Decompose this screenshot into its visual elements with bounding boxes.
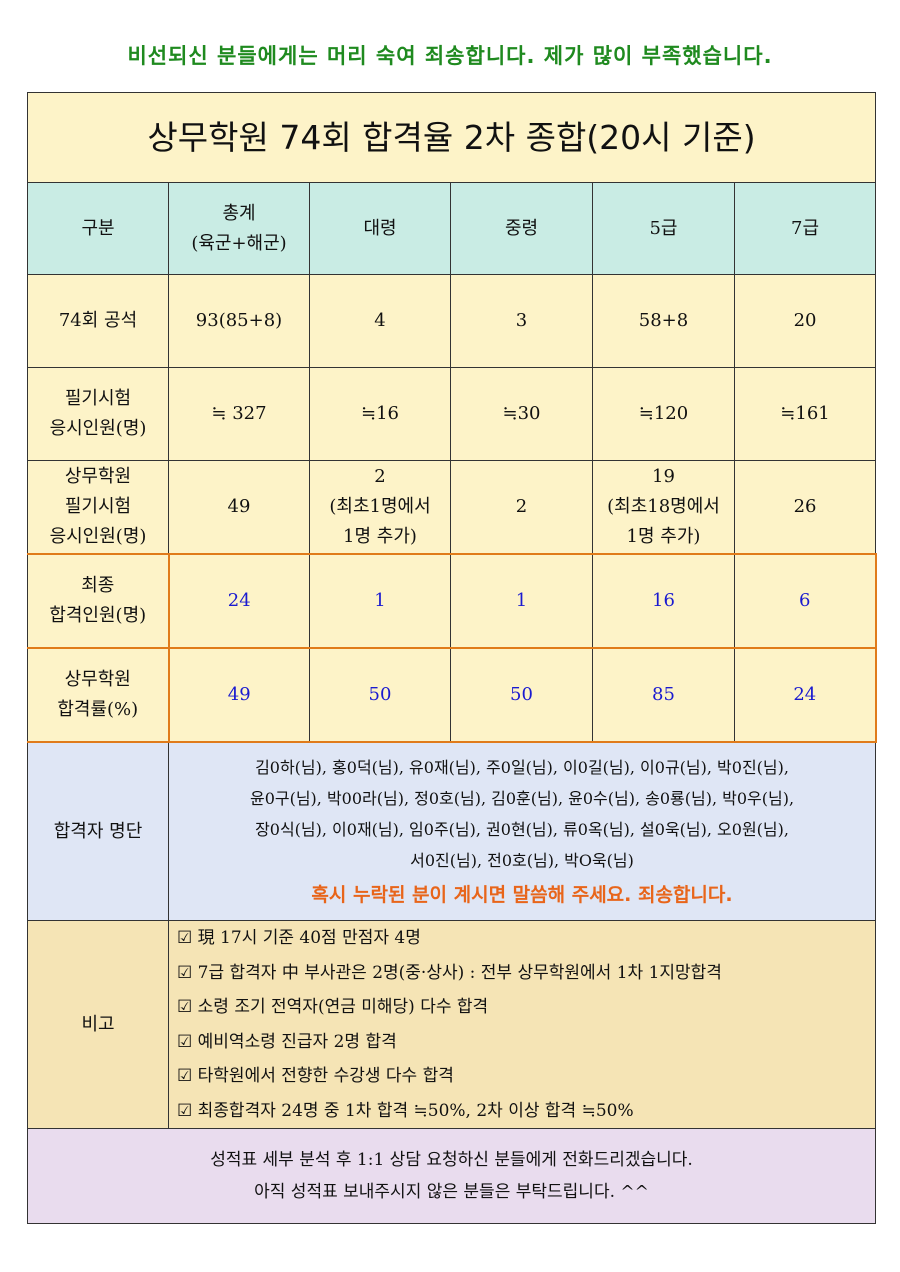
- note-text: 예비역소령 진급자 2명 합격: [197, 1031, 397, 1052]
- table-cell: 85: [592, 647, 735, 743]
- table-row: 상무학원 합격률(%) 49 50 50 85 24: [27, 647, 877, 743]
- table-cell: 3: [450, 274, 593, 368]
- passers-line: 서0진(님), 전0호(님), 박O욱(님): [410, 851, 634, 870]
- row-label: 최종 합격인원(명): [27, 553, 169, 649]
- note-item: ☑ 7급 합격자 中 부사관은 2명(중·상사) : 전부 상무학원에서 1차 …: [177, 956, 875, 991]
- note-text: 최종합격자 24명 중 1차 합격 ≒50%, 2차 이상 합격 ≒50%: [197, 1100, 634, 1121]
- table-row: 상무학원 필기시험 응시인원(명) 49 2 (최초1명에서 1명 추가) 2 19 (…: [27, 460, 877, 555]
- checkbox-icon: ☑: [177, 997, 198, 1017]
- row-label: 상무학원 합격률(%): [27, 647, 169, 743]
- note-item: ☑ 예비역소령 진급자 2명 합격: [177, 1025, 875, 1060]
- table-row: 74회 공석 93(85+8) 4 3 58+8 20: [27, 274, 877, 368]
- note-text: 소령 조기 전역자(연금 미해당) 다수 합격: [197, 997, 489, 1017]
- header-cell: 대령: [309, 182, 451, 275]
- note-text: 타학원에서 전향한 수강생 다수 합격: [197, 1066, 454, 1086]
- checkbox-icon: ☑: [177, 928, 198, 948]
- table-cell: 26: [733, 460, 877, 555]
- table-cell: 58+8: [592, 274, 735, 368]
- table-cell: 49: [167, 647, 310, 743]
- header-cell: 7급: [733, 182, 877, 275]
- row-label: 필기시험 응시인원(명): [27, 367, 169, 461]
- table-cell: 24: [167, 553, 310, 649]
- header-cell: 총계 (육군+해군): [168, 182, 310, 275]
- notes-label: 비고: [27, 920, 169, 1129]
- footer-line: 아직 성적표 보내주시지 않은 분들은 부탁드립니다. ^^: [254, 1182, 649, 1202]
- checkbox-icon: ☑: [177, 1100, 198, 1121]
- notes-list: ☑ 現 17시 기준 40점 만점자 4명 ☑ 7급 합격자 中 부사관은 2명(…: [169, 921, 875, 1128]
- row-label: 상무학원 필기시험 응시인원(명): [27, 460, 169, 555]
- note-text: 7급 합격자 中 부사관은 2명(중·상사) : 전부 상무학원에서 1차 1지…: [197, 962, 722, 983]
- footer-line: 성적표 세부 분석 후 1:1 상담 요청하신 분들에게 전화드리겠습니다.: [210, 1150, 693, 1170]
- table-cell: 50: [309, 647, 451, 743]
- header-cell: 구분: [27, 182, 169, 275]
- table-cell: 6: [733, 553, 877, 649]
- page-title: 상무학원 74회 합격율 2차 종합(20시 기준): [26, 92, 877, 183]
- table-cell: 20: [733, 274, 877, 368]
- passers-line: 윤0구(님), 박00라(님), 정0호(님), 김0훈(님), 윤0수(님),…: [249, 789, 795, 808]
- passers-list: 김0하(님), 홍0덕(님), 유0재(님), 주0일(님), 이0길(님), …: [167, 741, 877, 921]
- header-cell: 5급: [592, 182, 735, 275]
- table-cell: ≒ 327: [168, 367, 310, 461]
- note-item: ☑ 現 17시 기준 40점 만점자 4명: [177, 921, 875, 956]
- table-cell: ≒16: [309, 367, 451, 461]
- table-cell: ≒120: [592, 367, 735, 461]
- table-cell: 49: [168, 460, 310, 555]
- results-table: 상무학원 74회 합격율 2차 종합(20시 기준) 구분 총계 (육군+해군) 대…: [26, 92, 877, 1224]
- passers-label: 합격자 명단: [27, 741, 169, 921]
- table-cell: 16: [592, 553, 735, 649]
- banner: 비선되신 분들에게는 머리 숙여 죄송합니다. 제가 많이 부족했습니다.: [127, 44, 773, 68]
- note-item: ☑ 최종합격자 24명 중 1차 합격 ≒50%, 2차 이상 합격 ≒50%: [177, 1094, 875, 1129]
- note-item: ☑ 타학원에서 전향한 수강생 다수 합격: [177, 1059, 875, 1094]
- table-cell: 50: [450, 647, 593, 743]
- header-row: 구분 총계 (육군+해군) 대령 중령 5급 7급: [27, 182, 877, 275]
- passers-line: 장0식(님), 이0재(님), 임0주(님), 권0현(님), 류0옥(님), …: [255, 820, 789, 839]
- checkbox-icon: ☑: [177, 1031, 198, 1052]
- table-cell: 1: [450, 553, 593, 649]
- checkbox-icon: ☑: [177, 962, 198, 983]
- table-cell: 4: [309, 274, 451, 368]
- table-cell: ≒161: [733, 367, 877, 461]
- checkbox-icon: ☑: [177, 1066, 198, 1086]
- footer: 성적표 세부 분석 후 1:1 상담 요청하신 분들에게 전화드리겠습니다. 아…: [26, 1128, 877, 1224]
- missing-notice: 혹시 누락된 분이 계시면 말씀해 주세요. 죄송합니다.: [311, 884, 733, 906]
- note-text: 現 17시 기준 40점 만점자 4명: [197, 928, 421, 948]
- table-cell: 2: [450, 460, 593, 555]
- table-row: 필기시험 응시인원(명) ≒ 327 ≒16 ≒30 ≒120 ≒161: [27, 367, 877, 461]
- table-cell: 19 (최초18명에서 1명 추가): [592, 460, 735, 555]
- table-cell: 1: [309, 553, 451, 649]
- header-cell: 중령: [450, 182, 593, 275]
- table-cell: 2 (최초1명에서 1명 추가): [309, 460, 451, 555]
- passers-line: 김0하(님), 홍0덕(님), 유0재(님), 주0일(님), 이0길(님), …: [255, 758, 789, 777]
- table-row: 최종 합격인원(명) 24 1 1 16 6: [27, 553, 877, 649]
- row-label: 74회 공석: [27, 274, 169, 368]
- table-cell: 93(85+8): [168, 274, 310, 368]
- table-cell: 24: [733, 647, 877, 743]
- note-item: ☑ 소령 조기 전역자(연금 미해당) 다수 합격: [177, 990, 875, 1025]
- table-cell: ≒30: [450, 367, 593, 461]
